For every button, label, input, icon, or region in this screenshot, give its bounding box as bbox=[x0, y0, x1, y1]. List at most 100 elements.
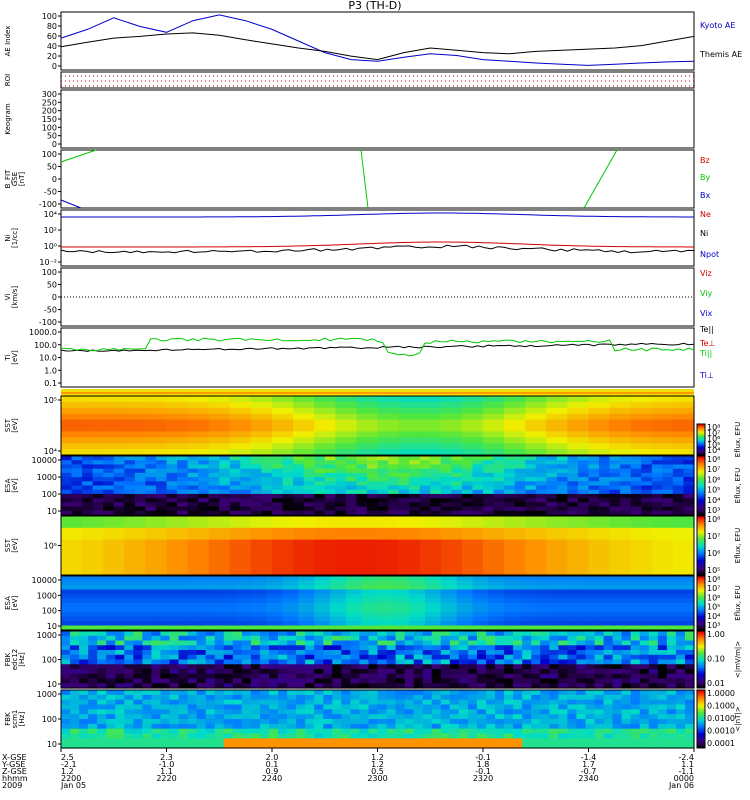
heatmap-cell-fbk_b bbox=[404, 709, 415, 715]
heatmap-cell-esa_e bbox=[103, 485, 115, 491]
heatmap-cell-sst_e bbox=[588, 401, 611, 409]
heatmap-cell-fbk_b bbox=[106, 743, 116, 749]
heatmap-cell-fbk_b bbox=[268, 714, 279, 720]
colorbar-cell-sst_e bbox=[697, 450, 705, 452]
panel-frame-sst_e bbox=[60, 395, 695, 456]
heatmap-cell-fbk_b bbox=[666, 694, 677, 701]
heatmap-cell-sst_i bbox=[377, 516, 400, 523]
heatmap-cell-fbk_e bbox=[612, 635, 623, 642]
heatmap-cell-esa_e bbox=[651, 493, 663, 499]
heatmap-cell-esa_e bbox=[388, 506, 400, 512]
heatmap-cell-esa_e bbox=[472, 485, 484, 491]
heatmap-cell-esa_i bbox=[393, 612, 410, 618]
heatmap-cell-fbk_e bbox=[359, 664, 370, 670]
heatmap-cell-sst_i bbox=[250, 527, 273, 535]
heatmap-cell-sst_i bbox=[440, 563, 463, 570]
heatmap-cell-esa_e bbox=[356, 464, 368, 470]
heatmap-cell-fbk_b bbox=[359, 704, 370, 710]
heatmap-cell-esa_e bbox=[662, 481, 674, 487]
heatmap-cell-fbk_e bbox=[223, 673, 234, 680]
x-tick-label: 0000 bbox=[674, 774, 694, 783]
heatmap-cell-esa_i bbox=[282, 594, 299, 600]
heatmap-cell-fbk_e bbox=[377, 631, 388, 637]
colorbar-cell-fbk_b bbox=[697, 737, 705, 740]
heatmap-cell-fbk_b bbox=[169, 743, 180, 749]
heatmap-cell-esa_i bbox=[250, 589, 268, 595]
heatmap-cell-esa_i bbox=[662, 576, 679, 582]
heatmap-cell-fbk_b bbox=[106, 690, 116, 696]
heatmap-cell-fbk_b bbox=[124, 733, 134, 739]
heatmap-cell-fbk_e bbox=[639, 645, 650, 651]
heatmap-cell-sst_e bbox=[103, 401, 125, 409]
heatmap-cell-fbk_b bbox=[341, 733, 351, 739]
heatmap-cell-esa_i bbox=[599, 585, 616, 591]
heatmap-cell-esa_e bbox=[124, 477, 136, 482]
heatmap-cell-fbk_b bbox=[476, 694, 487, 701]
heatmap-cell-fbk_b bbox=[106, 733, 116, 739]
heatmap-cell-esa_e bbox=[61, 456, 73, 461]
heatmap-cell-fbk_b bbox=[259, 719, 270, 725]
heatmap-cell-fbk_e bbox=[169, 664, 180, 670]
heatmap-cell-esa_i bbox=[266, 576, 284, 582]
heatmap-cell-fbk_b bbox=[585, 743, 596, 749]
colorbar-cell-sst_e bbox=[697, 437, 705, 440]
heatmap-cell-esa_e bbox=[609, 510, 621, 516]
heatmap-cell-esa_e bbox=[419, 498, 431, 503]
heatmap-cell-sst_i bbox=[419, 516, 442, 523]
heatmap-cell-fbk_e bbox=[576, 683, 587, 689]
heatmap-cell-sst_i bbox=[630, 563, 653, 570]
heatmap-cell-esa_i bbox=[314, 616, 331, 622]
heatmap-cell-fbk_e bbox=[458, 631, 469, 637]
heatmap-cell-esa_i bbox=[393, 607, 410, 613]
heatmap-cell-fbk_b bbox=[486, 723, 496, 730]
heatmap-cell-fbk_b bbox=[115, 699, 125, 706]
colorbar-cell-sst_i bbox=[697, 563, 705, 566]
heatmap-cell-esa_e bbox=[272, 460, 284, 466]
heatmap-cell-fbk_e bbox=[205, 650, 216, 656]
heatmap-cell-esa_i bbox=[203, 580, 220, 586]
heatmap-cell-esa_i bbox=[155, 621, 173, 627]
heatmap-cell-esa_e bbox=[82, 472, 94, 478]
heatmap-cell-sst_e bbox=[483, 396, 505, 403]
heatmap-cell-esa_e bbox=[588, 464, 600, 470]
heatmap-cell-esa_i bbox=[298, 616, 315, 622]
heatmap-cell-esa_e bbox=[620, 477, 632, 482]
heatmap-cell-esa_i bbox=[393, 616, 410, 622]
heatmap-cell-esa_e bbox=[409, 472, 421, 478]
heatmap-cell-fbk_e bbox=[495, 654, 505, 661]
heatmap-cell-fbk_b bbox=[115, 704, 125, 710]
heatmap-cell-fbk_b bbox=[639, 723, 650, 730]
colorbar-cell-esa_e bbox=[697, 498, 705, 501]
heatmap-cell-esa_i bbox=[583, 625, 600, 631]
heatmap-cell-fbk_b bbox=[666, 714, 677, 720]
heatmap-cell-sst_i bbox=[166, 557, 189, 564]
heatmap-cell-esa_e bbox=[599, 510, 611, 516]
colorbar-cell-esa_e bbox=[697, 475, 705, 478]
heatmap-cell-fbk_b bbox=[603, 714, 614, 720]
heatmap-cell-fbk_e bbox=[585, 650, 596, 656]
colorbar-cell-fbk_b bbox=[697, 726, 705, 729]
heatmap-cell-esa_e bbox=[82, 468, 94, 474]
heatmap-cell-fbk_e bbox=[187, 645, 198, 651]
heatmap-cell-fbk_e bbox=[278, 673, 288, 680]
colorbar-cell-sst_e bbox=[697, 445, 705, 447]
heatmap-cell-fbk_b bbox=[531, 714, 541, 720]
heatmap-cell-esa_e bbox=[630, 485, 642, 491]
heatmap-cell-fbk_b bbox=[124, 728, 134, 735]
heatmap-cell-fbk_b bbox=[639, 743, 650, 749]
heatmap-cell-sst_e bbox=[588, 431, 611, 438]
heatmap-cell-fbk_b bbox=[431, 743, 442, 749]
heatmap-cell-esa_e bbox=[324, 477, 336, 482]
heatmap-cell-esa_i bbox=[187, 616, 205, 622]
heatmap-cell-fbk_e bbox=[323, 659, 333, 665]
heatmap-cell-fbk_b bbox=[70, 733, 80, 739]
heatmap-cell-fbk_e bbox=[232, 650, 243, 656]
heatmap-cell-esa_i bbox=[519, 621, 537, 627]
heatmap-cell-fbk_e bbox=[97, 673, 107, 680]
x-tick-label: 2240 bbox=[262, 774, 282, 783]
heatmap-cell-sst_i bbox=[61, 533, 83, 541]
heatmap-cell-esa_i bbox=[409, 585, 426, 591]
heatmap-cell-esa_i bbox=[171, 616, 189, 622]
heatmap-cell-fbk_b bbox=[603, 743, 614, 749]
heatmap-cell-esa_e bbox=[672, 481, 685, 487]
